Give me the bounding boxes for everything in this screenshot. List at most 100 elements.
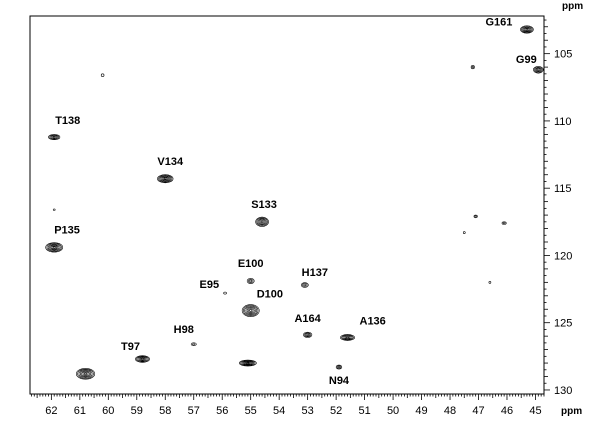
- contour-ring: [239, 359, 257, 367]
- contour-ring: [260, 220, 264, 223]
- contour-ring: [50, 135, 58, 139]
- contour-ring: [302, 283, 308, 287]
- contour-ring: [535, 67, 542, 73]
- contour-ring: [242, 361, 254, 366]
- x-tick-label: 60: [102, 405, 114, 417]
- peak-unassigned: [239, 359, 257, 367]
- x-tick-label: 62: [45, 405, 57, 417]
- contour-ring: [533, 66, 544, 74]
- x-tick-label: 47: [472, 405, 484, 417]
- contour-ring: [521, 26, 533, 33]
- peak-label-layer: G161 G99 T138 V134 S133 P135 E100 H137 E95 D100 A1…: [54, 16, 536, 387]
- peak-unassigned: [501, 221, 507, 225]
- contour-ring: [524, 27, 530, 31]
- contour-ring: [243, 361, 252, 365]
- contour-ring: [246, 307, 255, 314]
- x-tick-label: 54: [273, 405, 285, 417]
- contour-ring: [470, 65, 475, 70]
- x-tick-label: 49: [415, 405, 427, 417]
- peak-label-e100: E100: [238, 258, 264, 270]
- contour-ring: [249, 279, 253, 283]
- peak-label-e95: E95: [199, 279, 219, 291]
- peak-label-n94: N94: [329, 375, 350, 387]
- peak-v134: [157, 174, 174, 184]
- peak-label-g161: G161: [485, 16, 512, 28]
- contour-ring: [77, 368, 94, 379]
- contour-ring: [502, 222, 506, 225]
- x-tick-label: 45: [529, 405, 541, 417]
- peak-label-t97: T97: [121, 341, 140, 353]
- contour-ring: [259, 219, 265, 224]
- contour-ring: [158, 175, 173, 183]
- contour-ring: [241, 360, 255, 366]
- contour-ring: [78, 369, 93, 378]
- contour-ring: [45, 242, 64, 253]
- y-tick-label: 110: [554, 116, 572, 128]
- contour-ring: [248, 278, 254, 284]
- x-tick-label: 50: [387, 405, 399, 417]
- contour-ring: [48, 134, 61, 141]
- contour-ring: [474, 215, 477, 218]
- peak-e100: [246, 278, 255, 284]
- contour-ring: [46, 243, 62, 252]
- contour-ring: [51, 135, 57, 139]
- contour-ring: [161, 176, 169, 181]
- contour-ring: [340, 334, 355, 341]
- contour-ring: [462, 231, 466, 234]
- contour-ring: [246, 278, 255, 284]
- x-tick-label: 46: [501, 405, 513, 417]
- contour-ring: [341, 334, 354, 341]
- x-tick-label: 48: [444, 405, 456, 417]
- peak-t97: [135, 355, 150, 363]
- contour-ring: [256, 217, 268, 227]
- contour-ring: [160, 176, 171, 182]
- peak-h98: [190, 342, 197, 347]
- contour-ring: [162, 177, 168, 181]
- x-tick-label: 51: [358, 405, 370, 417]
- contour-ring: [240, 360, 256, 366]
- contour-ring: [75, 368, 96, 380]
- peak-e95: [223, 291, 227, 295]
- contour-ring: [523, 27, 531, 32]
- contour-ring: [140, 358, 144, 360]
- contour-ring: [246, 362, 250, 364]
- peak-layer: [45, 25, 544, 380]
- peak-h137: [300, 282, 309, 288]
- contour-ring: [135, 355, 150, 363]
- x-tick-label: 53: [302, 405, 314, 417]
- contour-ring: [258, 219, 266, 225]
- contour-ring: [81, 371, 90, 377]
- contour-ring: [245, 306, 256, 315]
- plot-frame: [29, 15, 545, 395]
- contour-ring: [157, 174, 174, 184]
- x-tick-label: 57: [188, 405, 200, 417]
- peak-label-a136: A136: [360, 316, 386, 328]
- peak-unassigned: [488, 281, 492, 284]
- contour-ring: [83, 372, 88, 375]
- peak-label-s133: S133: [251, 199, 277, 211]
- contour-ring: [344, 336, 351, 339]
- peak-unassigned: [470, 65, 475, 70]
- contour-ring: [223, 291, 227, 295]
- contour-ring: [257, 218, 267, 226]
- peak-g99: [533, 66, 544, 74]
- y-tick-label: 120: [554, 250, 572, 262]
- contour-ring: [192, 343, 196, 346]
- contour-ring: [52, 136, 56, 138]
- contour-ring: [501, 221, 507, 225]
- x-tick-label: 58: [159, 405, 171, 417]
- contour-ring: [243, 305, 259, 317]
- x-tick-label: 56: [216, 405, 228, 417]
- peak-s133: [255, 216, 269, 227]
- contour-ring: [49, 244, 60, 251]
- contour-ring: [50, 245, 59, 250]
- peak-label-p135: P135: [54, 224, 80, 236]
- contour-ring: [342, 335, 353, 340]
- contour-ring: [52, 246, 56, 249]
- contour-ring: [159, 175, 172, 182]
- peak-label-h98: H98: [174, 324, 194, 336]
- peak-a136: [340, 334, 355, 341]
- x-tick-label: 55: [245, 405, 257, 417]
- peak-unassigned: [75, 368, 96, 380]
